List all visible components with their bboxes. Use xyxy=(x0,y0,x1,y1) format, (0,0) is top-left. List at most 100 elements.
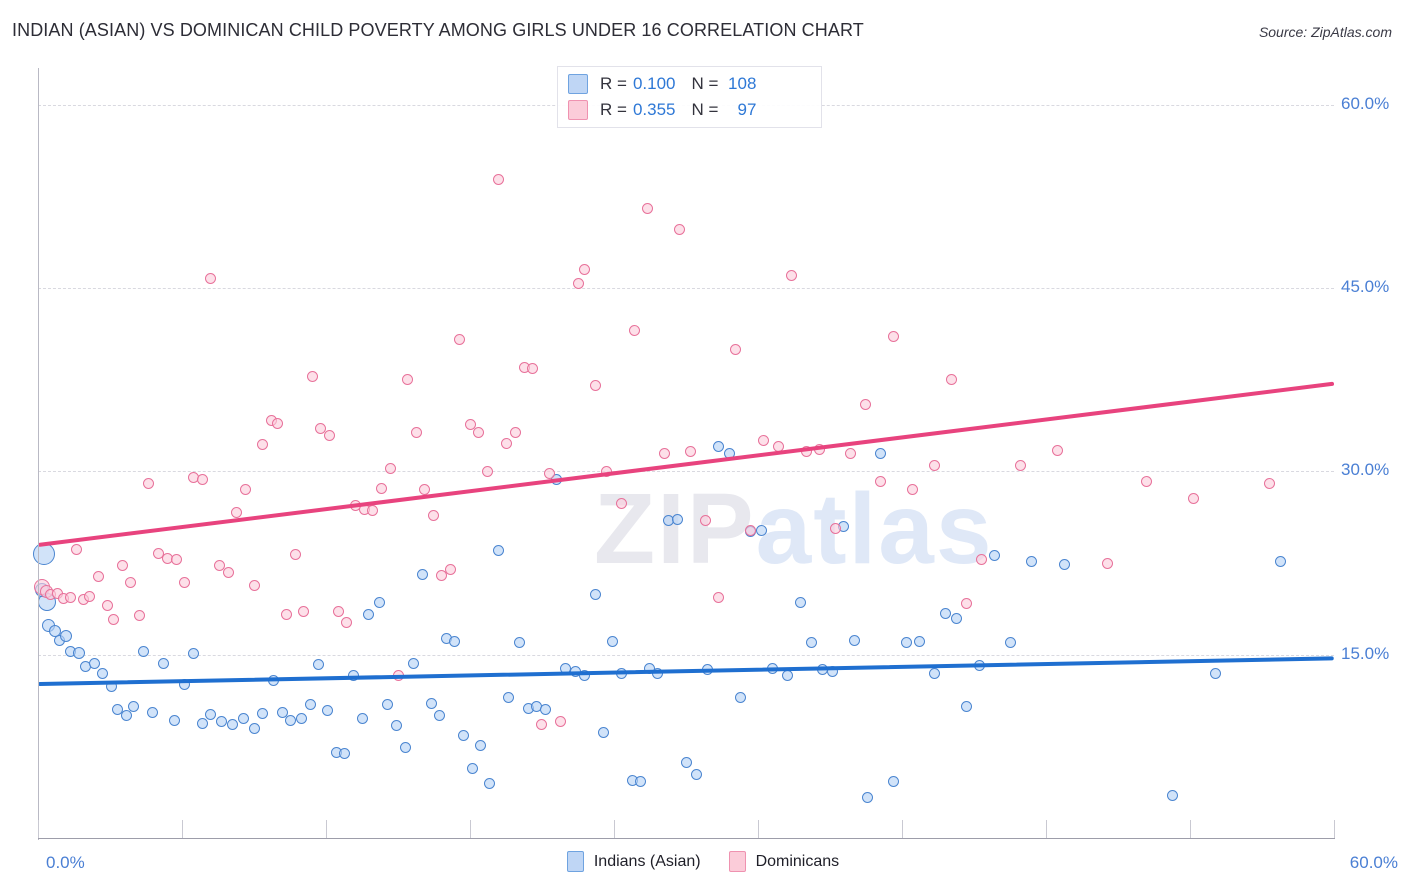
scatter-point xyxy=(989,550,1001,562)
scatter-point xyxy=(961,597,973,609)
scatter-point xyxy=(216,716,228,728)
scatter-point xyxy=(112,704,124,716)
scatter-point xyxy=(92,570,104,582)
stats-swatch-indians-icon xyxy=(568,74,588,94)
scatter-point xyxy=(97,667,109,679)
scatter-point xyxy=(237,712,249,724)
scatter-point xyxy=(684,446,696,458)
plot-area: ZIPatlas xyxy=(33,68,1335,838)
scatter-point xyxy=(589,589,601,601)
scatter-point xyxy=(116,559,128,571)
scatter-point xyxy=(1058,558,1070,570)
scatter-point xyxy=(589,380,601,392)
scatter-point xyxy=(674,223,686,235)
y-axis-title-container: Child Poverty Among Girls Under 16 xyxy=(0,0,121,892)
scatter-point xyxy=(950,612,962,624)
scatter-point xyxy=(313,658,325,670)
scatter-point xyxy=(658,447,670,459)
stats-row: R = 0.355 N = 97 xyxy=(568,97,811,123)
x-axis-tick xyxy=(470,820,471,838)
scatter-point xyxy=(535,718,547,730)
scatter-point xyxy=(304,699,316,711)
scatter-point xyxy=(578,264,590,276)
scatter-point xyxy=(306,370,318,382)
scatter-point xyxy=(939,607,951,619)
scatter-point xyxy=(138,645,150,657)
scatter-point xyxy=(598,727,610,739)
x-axis-tick xyxy=(902,820,903,838)
scatter-point xyxy=(188,647,200,659)
y-axis-tick-label: 30.0% xyxy=(1341,460,1390,480)
scatter-point xyxy=(71,544,83,556)
scatter-point xyxy=(492,173,504,185)
scatter-point xyxy=(712,591,724,603)
scatter-point xyxy=(691,768,703,780)
scatter-point xyxy=(509,426,521,438)
scatter-point xyxy=(339,748,351,760)
scatter-point xyxy=(257,707,269,719)
scatter-point xyxy=(170,553,182,565)
scatter-point xyxy=(84,590,96,602)
scatter-point xyxy=(399,742,411,754)
scatter-point xyxy=(1274,556,1286,568)
scatter-point xyxy=(782,669,794,681)
scatter-point xyxy=(887,776,899,788)
scatter-point xyxy=(226,718,238,730)
scatter-point xyxy=(101,600,113,612)
scatter-point xyxy=(298,606,310,618)
legend-label-indians: Indians (Asian) xyxy=(593,852,701,870)
scatter-point xyxy=(1209,667,1221,679)
scatter-point xyxy=(928,459,940,471)
stats-swatch-dominicans-icon xyxy=(568,100,588,120)
scatter-point xyxy=(296,712,308,724)
scatter-point xyxy=(758,435,770,447)
scatter-point xyxy=(341,617,353,629)
scatter-point xyxy=(362,608,374,620)
legend-item-dominicans[interactable]: Dominicans xyxy=(728,851,839,872)
scatter-point xyxy=(628,325,640,337)
scatter-point xyxy=(730,343,742,355)
scatter-point xyxy=(324,430,336,442)
page-title: INDIAN (ASIAN) VS DOMINICAN CHILD POVERT… xyxy=(12,20,864,40)
scatter-point xyxy=(276,706,288,718)
scatter-point xyxy=(257,438,269,450)
scatter-point xyxy=(492,545,504,557)
scatter-point xyxy=(289,548,301,560)
scatter-point xyxy=(410,426,422,438)
scatter-point xyxy=(756,524,768,536)
source-attribution: Source: ZipAtlas.com xyxy=(1258,24,1392,40)
scatter-point xyxy=(382,699,394,711)
scatter-point xyxy=(483,777,495,789)
scatter-point xyxy=(285,715,297,727)
scatter-point xyxy=(1140,475,1152,487)
scatter-point xyxy=(1026,556,1038,568)
legend-item-indians[interactable]: Indians (Asian) xyxy=(566,851,701,872)
scatter-point xyxy=(408,657,420,669)
scatter-point xyxy=(458,729,470,741)
scatter-point xyxy=(142,478,154,490)
y-axis-tick-label: 60.0% xyxy=(1341,93,1390,113)
scatter-point xyxy=(401,374,413,386)
legend-swatch-indians-icon xyxy=(566,851,584,872)
scatter-point xyxy=(473,426,485,438)
x-axis-min-label: 0.0% xyxy=(46,853,85,872)
scatter-point xyxy=(213,559,225,571)
scatter-point xyxy=(1052,445,1064,457)
scatter-point xyxy=(712,441,724,453)
scatter-point xyxy=(179,577,191,589)
scatter-point xyxy=(88,657,100,669)
scatter-point xyxy=(73,647,86,660)
scatter-point xyxy=(635,776,647,788)
scatter-point xyxy=(874,475,886,487)
scatter-point xyxy=(745,524,757,536)
stats-n-value-1: 97 xyxy=(737,100,757,119)
scatter-point xyxy=(367,504,379,516)
scatter-point xyxy=(134,610,146,622)
scatter-point xyxy=(425,698,437,710)
scatter-point xyxy=(196,717,208,729)
scatter-point xyxy=(786,270,798,282)
scatter-point xyxy=(900,636,912,648)
stats-r-value-1: 0.355 xyxy=(632,100,676,119)
scatter-point xyxy=(127,700,139,712)
scatter-point xyxy=(680,756,692,768)
